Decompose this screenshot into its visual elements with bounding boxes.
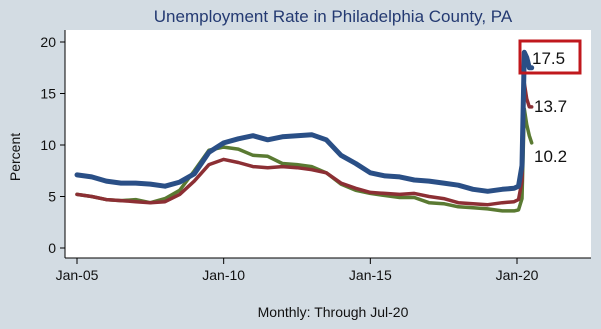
end-label-blue: 17.5 [532, 49, 565, 68]
highlight-box [518, 39, 582, 75]
x-tick-label: Jan-10 [202, 267, 245, 283]
x-axis-ticks: Jan-05 Jan-10 Jan-15 Jan-20 [56, 258, 539, 283]
chart-title: Unemployment Rate in Philadelphia County… [154, 7, 513, 26]
series-line-blue [74, 49, 535, 194]
y-axis-ticks: 0 5 10 15 20 [40, 34, 65, 256]
y-tick-label: 10 [40, 137, 56, 153]
y-tick-label: 20 [40, 34, 56, 50]
y-tick-label: 0 [48, 240, 56, 256]
end-label-green: 10.2 [534, 147, 567, 166]
end-label-red: 13.7 [534, 97, 567, 116]
x-tick-label: Jan-05 [56, 267, 99, 283]
series-lines [74, 49, 535, 213]
series-line-red [75, 81, 534, 207]
x-tick-label: Jan-15 [349, 267, 392, 283]
x-axis-label: Monthly: Through Jul-20 [258, 304, 409, 320]
x-tick-label: Jan-20 [496, 267, 539, 283]
y-tick-label: 5 [48, 189, 56, 205]
y-axis-label: Percent [7, 133, 23, 181]
y-tick-label: 15 [40, 86, 56, 102]
